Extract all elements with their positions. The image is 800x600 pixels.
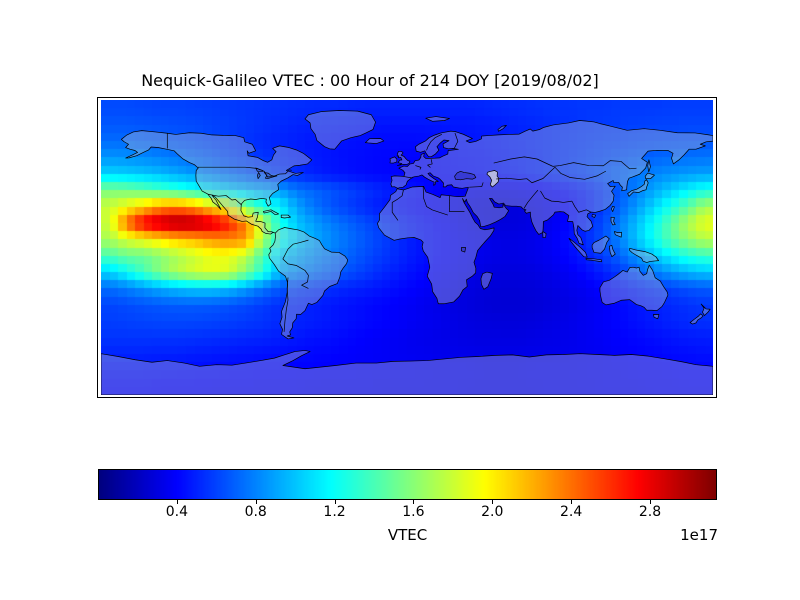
colorbar-tick-mark xyxy=(255,500,257,504)
lake-outline xyxy=(455,171,476,180)
colorbar-tick-mark xyxy=(492,500,494,504)
landmass-polygon xyxy=(543,231,546,237)
country-border-line xyxy=(553,161,637,169)
country-border-line xyxy=(496,167,555,183)
colorbar-offset-text: 1e17 xyxy=(680,526,718,544)
landmass-polygon xyxy=(592,236,609,253)
plot-title: Nequick-Galileo VTEC : 00 Hour of 214 DO… xyxy=(141,71,599,90)
country-border-line xyxy=(555,167,606,179)
country-border-line xyxy=(198,167,292,177)
landmass-polygon xyxy=(609,245,615,256)
landmass-polygon xyxy=(648,160,651,172)
colorbar-tick-label: 2.4 xyxy=(559,504,583,520)
landmass-polygon xyxy=(426,117,450,122)
country-border-line xyxy=(572,201,591,212)
country-border-line xyxy=(404,177,413,178)
country-border-line xyxy=(423,187,432,210)
colorbar-gradient-canvas xyxy=(99,470,716,499)
country-border-line xyxy=(524,190,538,208)
landmass-polygon xyxy=(263,210,278,215)
landmass-polygon xyxy=(614,231,621,237)
country-border-line xyxy=(454,133,458,148)
landmass-polygon xyxy=(611,206,614,211)
landmass-polygon xyxy=(628,179,649,196)
map-axes xyxy=(97,97,717,398)
landmass-polygon xyxy=(377,120,713,303)
country-border-line xyxy=(415,166,421,170)
colorbar-axis-label: VTEC xyxy=(387,526,428,544)
landmass-polygon xyxy=(586,259,602,262)
landmass-polygon xyxy=(498,125,507,131)
country-border-line xyxy=(494,157,553,167)
landmass-polygon xyxy=(365,139,384,144)
landmass-polygon xyxy=(281,215,290,218)
colorbar-tick-mark xyxy=(176,500,178,504)
landmass-polygon xyxy=(390,157,397,163)
country-border-line xyxy=(428,159,433,167)
country-border-line xyxy=(283,240,309,288)
colorbar xyxy=(98,469,717,500)
colorbar-tick-mark xyxy=(571,500,573,504)
world-coastlines-overlay xyxy=(101,100,713,395)
caspian-sea xyxy=(487,170,499,187)
colorbar-tick-label: 2.0 xyxy=(481,504,504,520)
landmass-polygon xyxy=(654,314,659,318)
landmass-polygon xyxy=(397,151,410,165)
country-border-line xyxy=(284,277,288,331)
country-border-line xyxy=(432,210,447,215)
landmass-polygon xyxy=(305,110,376,149)
landmass-polygon xyxy=(611,217,615,225)
colorbar-tick-label: 0.8 xyxy=(244,504,267,520)
country-border-line xyxy=(392,190,403,220)
landmass-polygon xyxy=(600,265,668,310)
colorbar-tick-label: 2.8 xyxy=(638,504,662,520)
colorbar-tick-mark xyxy=(334,500,336,504)
lake-outline xyxy=(257,172,260,178)
colorbar-ticks: 0.4 0.8 1.2 1.6 2.0 2.4 2.8 xyxy=(98,500,717,522)
lake-outline xyxy=(461,248,465,253)
colorbar-tick-label: 0.4 xyxy=(165,504,188,520)
landmass-polygon xyxy=(701,304,710,315)
landmass-polygon xyxy=(690,314,703,324)
vtec-heatmap-canvas xyxy=(101,100,713,395)
colorbar-tick-label: 1.6 xyxy=(402,504,425,520)
landmass-polygon xyxy=(101,350,713,395)
landmass-polygon xyxy=(481,272,492,289)
landmass-polygon xyxy=(569,238,587,257)
country-border-line xyxy=(427,134,442,150)
landmass-polygon xyxy=(592,215,596,218)
landmass-polygon xyxy=(645,173,654,179)
landmass-polygon xyxy=(269,228,348,339)
colorbar-tick-mark xyxy=(649,500,651,504)
landmass-polygon xyxy=(121,131,311,234)
country-border-line xyxy=(208,194,242,205)
landmass-polygon xyxy=(630,248,659,262)
colorbar-tick-mark xyxy=(413,500,415,504)
country-border-line xyxy=(469,182,483,187)
colorbar-tick-label: 1.2 xyxy=(323,504,346,520)
country-border-line xyxy=(540,191,571,202)
